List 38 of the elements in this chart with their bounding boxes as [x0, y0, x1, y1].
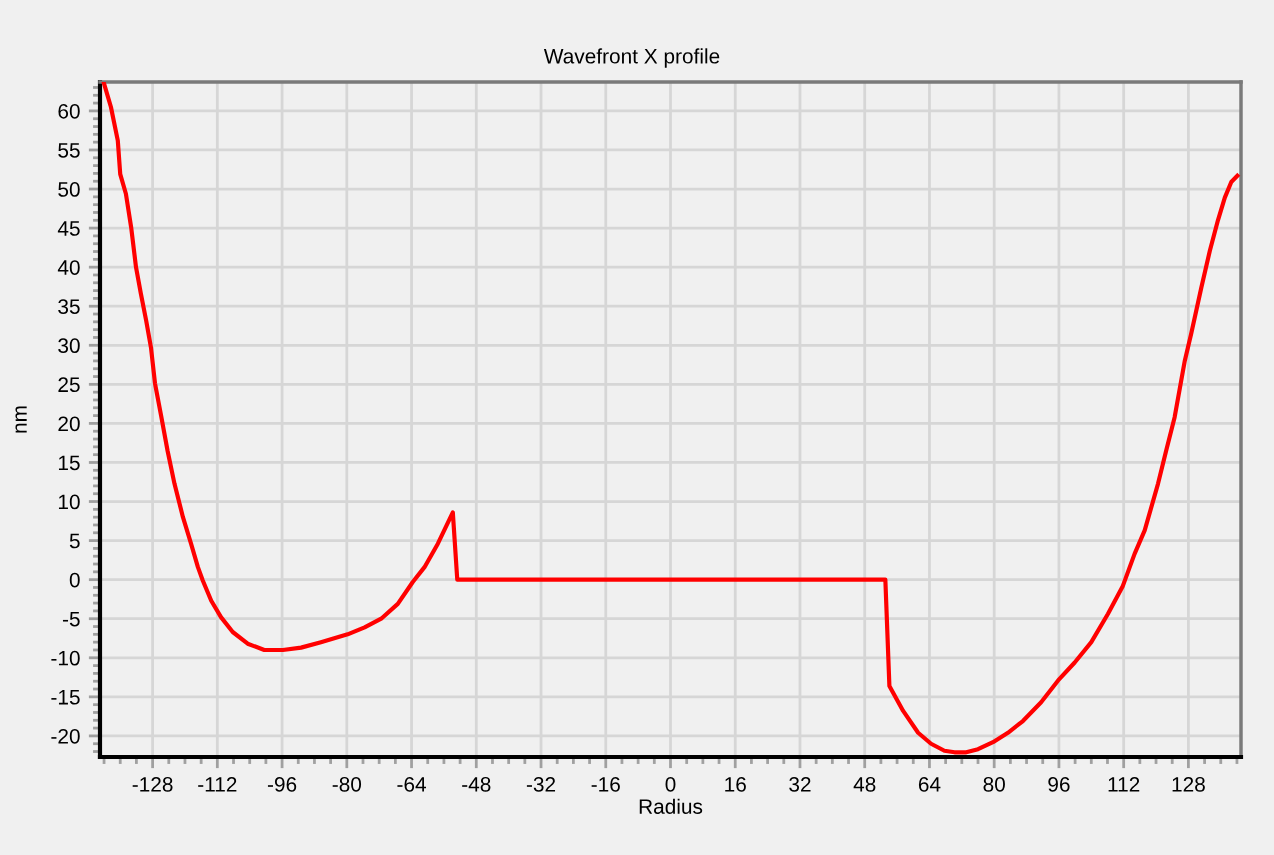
y-tick-label: -5	[62, 611, 80, 627]
y-tick-label: 55	[58, 143, 80, 158]
y-tick-label: -10	[51, 650, 80, 666]
x-tick-label: 112	[1108, 776, 1140, 792]
chart-title: Wavefront X profile	[543, 48, 720, 68]
x-tick-label: 80	[983, 776, 1005, 792]
y-axis-title: nm	[15, 406, 27, 433]
y-tick-label: 15	[58, 455, 80, 471]
y-tick-label: 25	[58, 377, 80, 393]
x-tick-label: -32	[526, 776, 556, 792]
y-tick-label: -15	[51, 690, 80, 705]
x-tick-label: 16	[725, 776, 746, 792]
y-tick-label: 30	[58, 338, 80, 354]
x-tick-label: -112	[198, 776, 237, 792]
y-tick-label: 5	[69, 533, 80, 549]
y-tick-label: 45	[57, 221, 80, 236]
x-tick-label: 64	[918, 776, 941, 792]
line-series	[101, 82, 1240, 755]
x-tick-label: 96	[1048, 776, 1070, 792]
x-axis-title: Radius	[639, 798, 703, 814]
x-tick-label: -96	[267, 776, 297, 792]
x-tick-label: -128	[132, 776, 173, 792]
y-tick-label: -20	[51, 728, 80, 744]
y-tick-label: 0	[69, 572, 80, 588]
x-tick-label: -16	[591, 776, 620, 792]
x-tick-label: 32	[789, 776, 811, 792]
x-tick-label: -48	[462, 776, 491, 792]
x-tick-label: -80	[332, 776, 362, 792]
y-tick-label: 10	[58, 494, 80, 510]
x-tick-label: 0	[665, 776, 676, 792]
x-tick-label: -64	[397, 776, 426, 792]
y-tick-label: 40	[57, 260, 80, 275]
y-tick-label: 50	[58, 182, 80, 197]
x-tick-label: 128	[1172, 776, 1205, 792]
y-tick-label: 60	[58, 103, 80, 119]
y-tick-label: 20	[58, 416, 80, 432]
y-tick-label: 35	[58, 299, 80, 314]
x-tick-label: 48	[853, 776, 876, 792]
